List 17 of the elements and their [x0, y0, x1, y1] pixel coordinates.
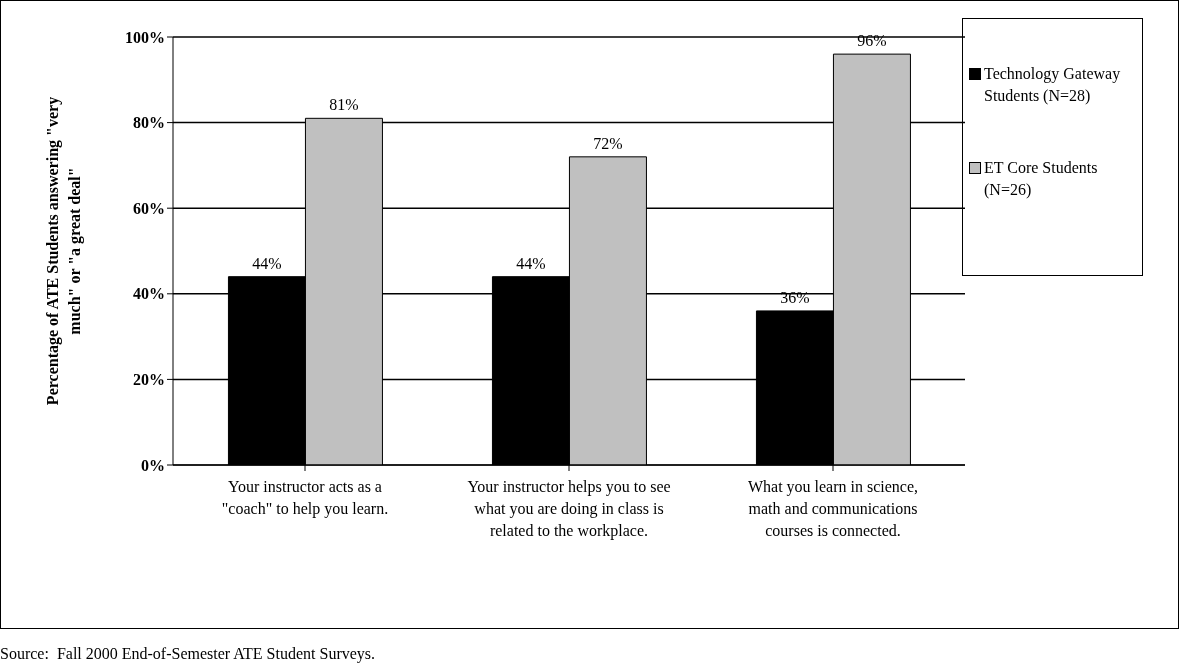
- source-note: Source: Fall 2000 End-of-Semester ATE Student Surveys.: [0, 645, 376, 663]
- y-tick-label: 80%: [133, 114, 165, 132]
- y-tick-label: 100%: [125, 28, 165, 46]
- x-tick-label: Your instructor acts as a "coach" to help you learn.: [221, 478, 389, 519]
- y-tick-label: 0%: [141, 456, 165, 474]
- y-tick-label: 40%: [133, 285, 165, 303]
- data-label: 44%: [252, 254, 282, 272]
- y-tick-label: 60%: [133, 199, 165, 217]
- data-label: 44%: [516, 254, 546, 272]
- data-label: 72%: [593, 134, 623, 152]
- x-tick-label: What you learn in science, math and communications courses is connected.: [747, 478, 919, 540]
- data-label: 81%: [329, 96, 359, 114]
- legend-label: Technology Gateway Students (N=28): [984, 64, 1122, 107]
- legend-label: ET Core Students (N=26): [984, 158, 1099, 201]
- y-tick-label: 20%: [133, 371, 165, 389]
- y-axis-title: Percentage of ATE Students answering "very much" or "a great deal": [44, 96, 84, 406]
- x-tick-label: Your instructor helps you to see what you are doing in class is related to the workplace.: [467, 478, 671, 541]
